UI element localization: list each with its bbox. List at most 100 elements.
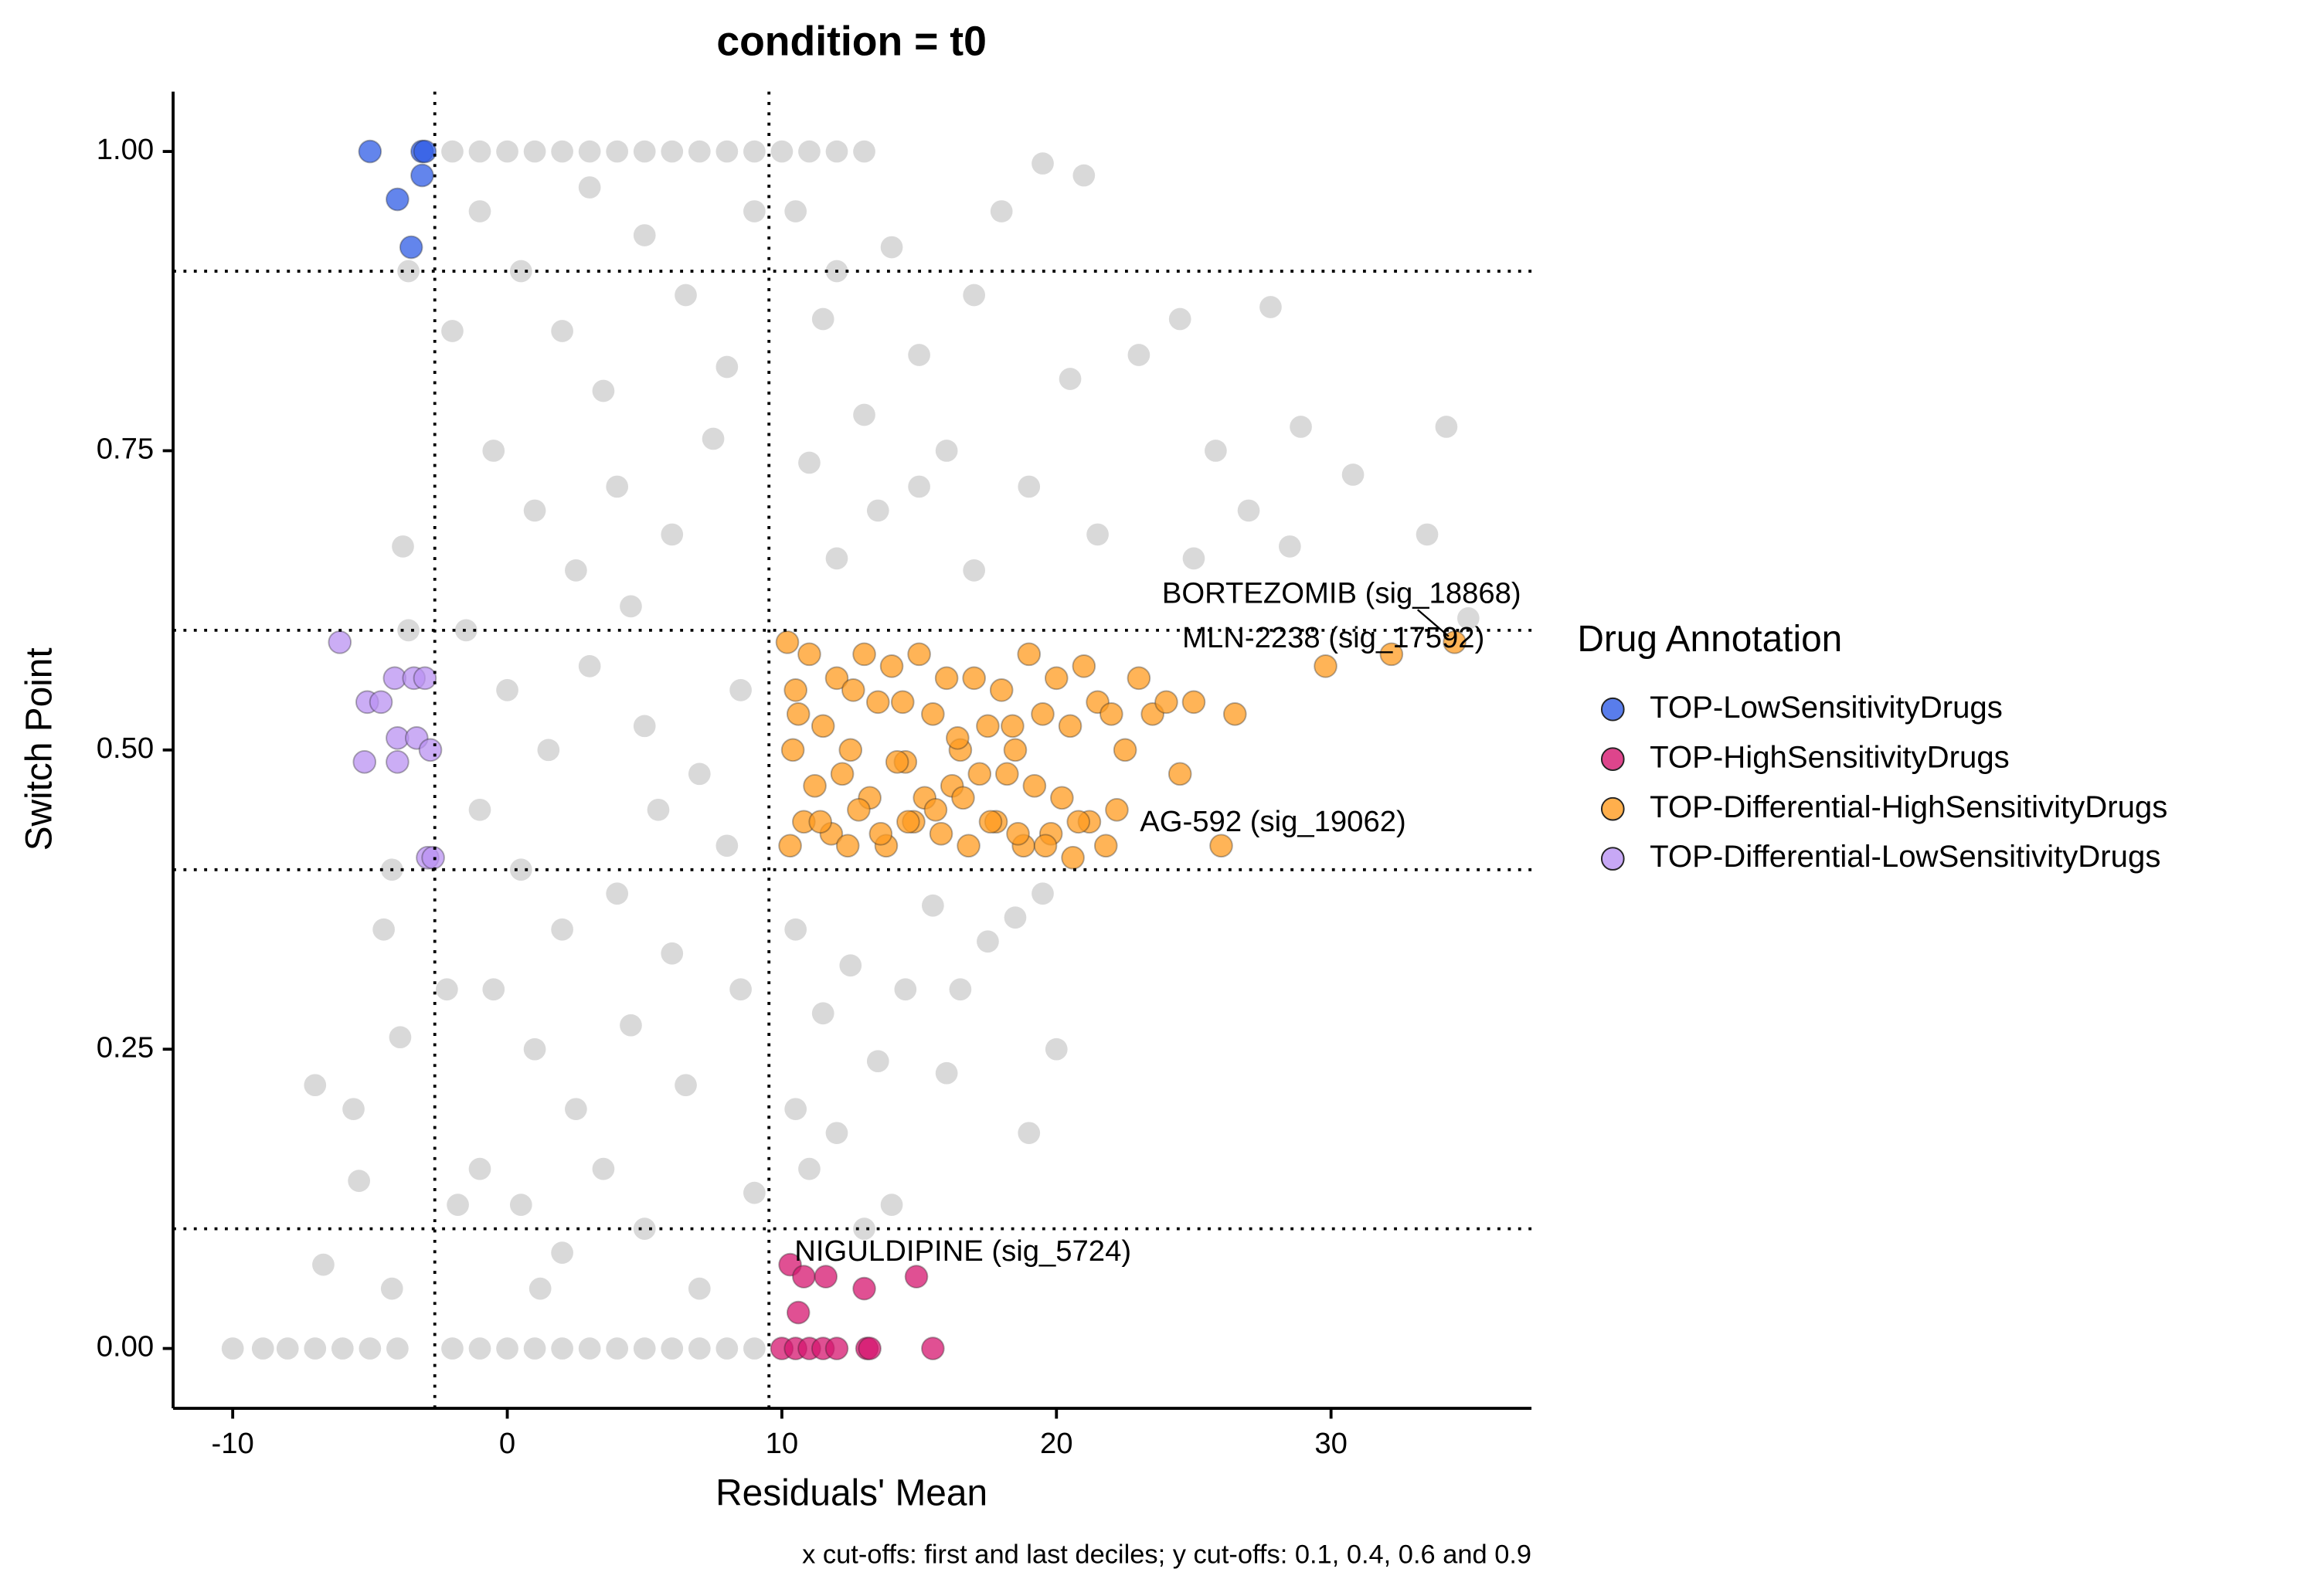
background-point xyxy=(784,918,807,941)
label-leader xyxy=(1416,609,1450,637)
data-point xyxy=(934,666,959,691)
background-point xyxy=(441,320,464,342)
background-point xyxy=(606,882,629,905)
data-point xyxy=(967,762,992,786)
background-point xyxy=(454,619,478,642)
background-point xyxy=(468,798,491,821)
data-point xyxy=(879,654,904,678)
legend-swatch xyxy=(1600,747,1625,771)
background-point xyxy=(825,140,848,163)
background-point xyxy=(468,1157,491,1180)
background-point xyxy=(770,140,794,163)
background-point xyxy=(1290,416,1312,438)
data-point xyxy=(835,834,860,858)
data-point xyxy=(780,738,805,762)
background-point xyxy=(606,140,629,163)
background-point xyxy=(894,978,917,1001)
data-point xyxy=(957,834,981,858)
background-point xyxy=(529,1277,552,1300)
background-point xyxy=(675,284,697,307)
background-point xyxy=(496,140,518,163)
legend-label: TOP-HighSensitivityDrugs xyxy=(1650,739,2010,774)
data-point xyxy=(1061,845,1085,870)
data-point xyxy=(803,774,827,798)
background-point xyxy=(1045,1037,1068,1061)
background-point xyxy=(1237,499,1260,522)
background-point xyxy=(348,1170,370,1192)
data-point xyxy=(868,821,893,846)
data-point xyxy=(358,139,382,164)
background-point xyxy=(523,1037,546,1061)
background-point xyxy=(647,798,670,821)
background-point xyxy=(523,140,546,163)
x-tick-label: 10 xyxy=(766,1427,799,1460)
background-point xyxy=(729,978,752,1001)
background-point xyxy=(688,1337,711,1360)
point-label: MLN-2238 (sig_17592) xyxy=(1182,621,1484,654)
y-tick-label: 0.25 xyxy=(97,1031,154,1064)
background-point xyxy=(389,1026,412,1049)
background-point xyxy=(633,715,656,738)
background-point xyxy=(715,1337,739,1360)
background-point xyxy=(880,1194,903,1216)
data-point xyxy=(386,187,410,212)
background-point xyxy=(551,140,573,163)
background-point xyxy=(551,1337,573,1360)
background-point xyxy=(304,1074,327,1097)
data-point xyxy=(852,1276,876,1301)
background-point xyxy=(1004,906,1027,929)
background-point xyxy=(620,595,642,618)
data-point xyxy=(1003,738,1028,762)
data-point xyxy=(838,738,863,762)
data-point xyxy=(951,786,975,810)
background-point xyxy=(633,1337,656,1360)
background-point xyxy=(578,140,601,163)
background-point xyxy=(386,1337,409,1360)
legend-swatch xyxy=(1600,697,1625,722)
y-tick-label: 1.00 xyxy=(97,133,154,166)
data-point xyxy=(1022,774,1047,798)
background-point xyxy=(798,140,821,163)
x-tick-label: 0 xyxy=(499,1427,515,1460)
y-tick-label: 0.00 xyxy=(97,1330,154,1363)
data-point xyxy=(1044,666,1069,691)
background-point xyxy=(839,954,862,977)
data-point xyxy=(413,666,437,691)
background-point xyxy=(1435,416,1458,438)
data-point xyxy=(386,750,410,774)
background-point xyxy=(1018,475,1041,498)
data-point xyxy=(890,690,915,715)
data-point xyxy=(1105,798,1129,822)
background-point xyxy=(661,1337,684,1360)
data-point xyxy=(786,702,811,726)
background-point xyxy=(633,140,656,163)
data-point xyxy=(1222,702,1247,726)
data-point xyxy=(814,1265,838,1289)
y-tick-label: 0.50 xyxy=(97,732,154,765)
background-point xyxy=(551,918,573,941)
background-point xyxy=(1127,344,1151,366)
data-point xyxy=(410,163,434,188)
background-point xyxy=(715,140,739,163)
background-point xyxy=(853,1217,875,1240)
data-point xyxy=(1181,690,1206,715)
background-point xyxy=(784,1098,807,1121)
background-point xyxy=(331,1337,354,1360)
background-point xyxy=(1059,368,1082,390)
data-point xyxy=(1100,702,1123,726)
background-point xyxy=(688,762,711,786)
background-point xyxy=(825,1122,848,1145)
data-point xyxy=(421,845,445,870)
background-point xyxy=(811,1002,834,1025)
data-point xyxy=(399,235,423,260)
background-point xyxy=(509,260,532,283)
data-point xyxy=(792,1265,816,1289)
background-point xyxy=(482,440,505,462)
data-point xyxy=(1127,666,1151,691)
background-point xyxy=(397,619,420,642)
background-point xyxy=(312,1253,335,1276)
point-label: NIGULDIPINE (sig_5724) xyxy=(794,1234,1131,1268)
background-point xyxy=(1205,440,1227,462)
background-point xyxy=(784,200,807,222)
